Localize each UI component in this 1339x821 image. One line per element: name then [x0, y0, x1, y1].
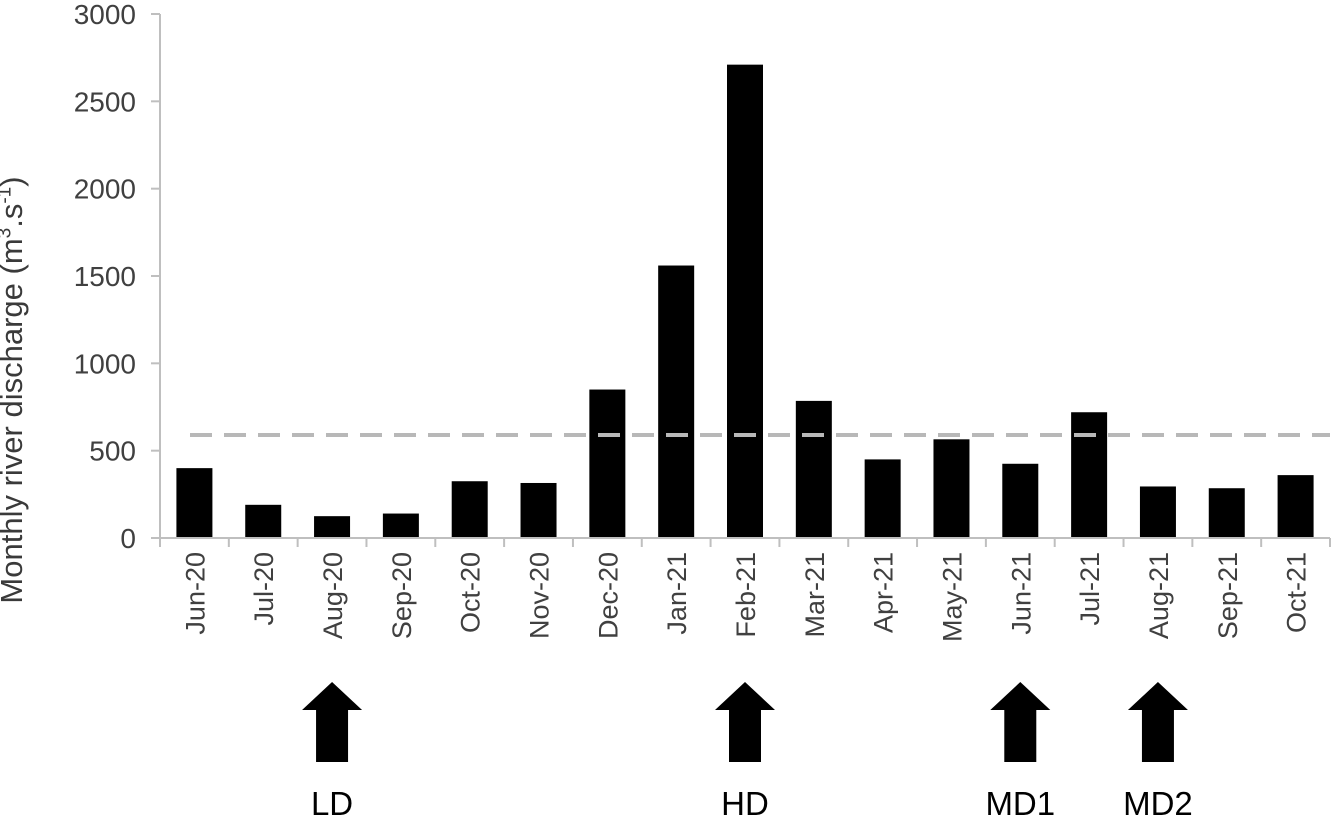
bar [658, 265, 695, 538]
y-tick-label: 1500 [74, 261, 136, 292]
y-tick-label: 500 [89, 436, 136, 467]
x-tick-label: Jun-21 [1006, 552, 1036, 635]
annotations-group: LD HD MD1 MD2 [302, 682, 1193, 821]
y-axis: 0 500 1000 1500 2000 2500 3000 [74, 0, 161, 554]
up-arrow-icon [1127, 682, 1188, 762]
x-tick-label: Jan-21 [662, 552, 692, 635]
up-arrow-icon [302, 682, 363, 762]
bar [314, 516, 351, 538]
bar [245, 504, 282, 538]
up-arrow-icon [990, 682, 1051, 762]
x-tick-label: Sep-20 [387, 552, 417, 639]
y-tick-label: 1000 [74, 348, 136, 379]
x-tick-label: Sep-21 [1213, 552, 1243, 639]
x-tick-label: Oct-21 [1282, 552, 1312, 633]
x-tick-label: Feb-21 [731, 552, 761, 638]
bar [795, 400, 832, 538]
bar [933, 439, 970, 538]
x-tick-label: Aug-21 [1144, 552, 1174, 639]
bars-group [176, 64, 1330, 539]
bar [1071, 412, 1108, 538]
x-tick-label: Jul-21 [1075, 552, 1105, 626]
bar [176, 468, 213, 538]
bar [1002, 463, 1039, 538]
x-tick-label: Jun-20 [180, 552, 210, 635]
bar [1139, 486, 1176, 538]
y-axis-label: Monthly river discharge (m3.s-1) [0, 176, 29, 604]
bar [727, 64, 763, 539]
y-tick-label: 3000 [74, 0, 136, 30]
bar [589, 389, 626, 538]
bar [1277, 475, 1314, 538]
bar [1208, 488, 1245, 538]
y-tick-label: 2000 [74, 174, 136, 205]
x-tick-label: Oct-20 [456, 552, 486, 633]
annotation-label: MD2 [1123, 785, 1193, 821]
x-tick-label: Mar-21 [800, 552, 830, 638]
bar [864, 459, 901, 538]
x-tick-label: Dec-20 [593, 552, 623, 639]
annotation-label: MD1 [985, 785, 1055, 821]
y-tick-label: 0 [120, 523, 136, 554]
bar [451, 481, 488, 538]
x-axis: Jun-20 Jul-20 Aug-20 Sep-20 Oct-20 Nov-20 Dec-… [159, 537, 1331, 642]
annotation-label: LD [311, 785, 353, 821]
up-arrow-icon [715, 682, 775, 762]
x-tick-label: May-21 [937, 552, 967, 642]
x-tick-label: Aug-20 [318, 552, 348, 639]
x-tick-label: Jul-20 [249, 552, 279, 626]
bar [520, 482, 557, 538]
bar [382, 513, 419, 538]
annotation-label: HD [721, 785, 769, 821]
y-tick-label: 2500 [74, 86, 136, 117]
x-tick-label: Apr-21 [869, 552, 899, 633]
x-tick-label: Nov-20 [525, 552, 555, 639]
